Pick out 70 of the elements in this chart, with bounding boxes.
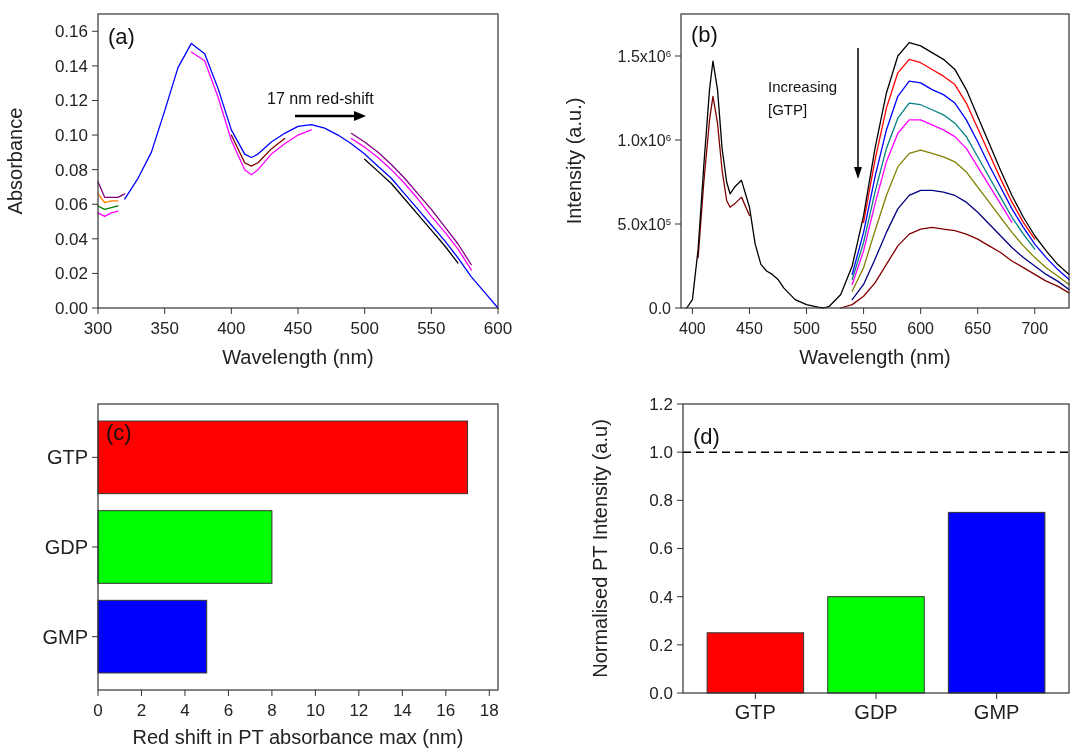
y-axis-title: Intensity (a.u.) <box>563 97 585 225</box>
x-tick-label: 450 <box>736 320 763 337</box>
x-tick-label: 8 <box>267 701 277 720</box>
y-tick-label: 0.4 <box>649 587 673 607</box>
line-series <box>230 134 286 167</box>
x-tick-label: 550 <box>850 320 878 337</box>
x-tick-label: 14 <box>392 701 412 720</box>
x-tick-label: 16 <box>436 701 456 720</box>
x-tick-label: 400 <box>679 320 706 337</box>
y-tick-label: 0.08 <box>54 160 88 180</box>
line-series <box>364 158 459 264</box>
annotation: (d) <box>693 424 720 449</box>
line-series <box>862 58 1036 240</box>
y-tick-label: 1.0 <box>649 443 673 463</box>
x-tick-label: 350 <box>150 319 179 338</box>
line-series <box>851 119 1013 286</box>
annotation: (b) <box>691 22 718 47</box>
x-tick-label: 600 <box>483 319 513 338</box>
y-tick-label: 5.0x10$^{5}$ <box>617 215 671 233</box>
y-tick-label: 0.10 <box>54 126 88 146</box>
y-tick-label: 1.5x10$^{6}$ <box>617 47 671 65</box>
x-tick-label: 650 <box>964 320 992 337</box>
y-tick-label: 0.2 <box>649 635 673 655</box>
line-series <box>851 102 1036 281</box>
x-tick-label: 6 <box>223 701 234 720</box>
x-axis-title: Red shift in PT absorbance max (nm) <box>132 726 464 748</box>
y-tick-label: 0.8 <box>649 491 673 511</box>
annotation: 17 nm red-shift <box>267 90 375 107</box>
x-tick-label: 2 <box>136 701 147 720</box>
x-tick-label: 4 <box>180 701 190 720</box>
x-axis-title: Wavelength (nm) <box>799 346 951 368</box>
annotation: Increasing [GTP] <box>768 78 838 119</box>
y-tick-label: GTP <box>46 446 88 469</box>
y-tick-label: 1.0x10$^{6}$ <box>617 131 671 149</box>
y-tick-label: 0.00 <box>54 298 88 318</box>
y-tick-label: 0.14 <box>54 56 88 76</box>
y-tick-label: 0.02 <box>54 264 88 284</box>
y-axis-title: Normalised PT Intensity (a.u) <box>589 419 611 678</box>
x-tick-label: GMP <box>973 701 1020 723</box>
y-tick-label: GMP <box>42 625 88 648</box>
x-tick-label: GDP <box>854 701 898 723</box>
x-tick-label: 500 <box>350 319 379 338</box>
y-tick-label: 0.6 <box>649 539 673 559</box>
y-tick-label: 1.2 <box>649 394 673 414</box>
x-tick-label: 450 <box>283 319 313 338</box>
x-tick-label: 0 <box>93 701 103 720</box>
y-tick-label: 0.16 <box>54 22 88 42</box>
x-tick-label: 18 <box>479 701 499 720</box>
x-tick-label: 12 <box>349 701 369 720</box>
y-tick-label: GDP <box>44 536 88 558</box>
x-tick-label: 700 <box>1021 320 1049 337</box>
annotation: (a) <box>108 24 135 49</box>
x-tick-label: 400 <box>217 319 246 338</box>
line-series <box>851 189 1070 301</box>
y-tick-label: 0.0 <box>648 299 672 317</box>
x-tick-label: GTP <box>734 701 776 723</box>
y-tick-label: 0.0 <box>649 683 673 703</box>
y-axis-title: Absorbance <box>4 107 26 215</box>
y-tick-label: 0.04 <box>54 229 88 249</box>
x-tick-label: 550 <box>417 319 446 338</box>
x-tick-label: 600 <box>907 320 935 337</box>
x-tick-label: 300 <box>83 319 113 338</box>
x-tick-label: 10 <box>305 701 325 720</box>
y-tick-label: 0.06 <box>54 195 88 215</box>
x-tick-label: 500 <box>793 320 820 337</box>
line-series <box>851 80 1070 281</box>
x-axis-title: Wavelength (nm) <box>222 346 374 368</box>
y-tick-label: 0.12 <box>54 91 88 111</box>
annotation: (c) <box>106 420 132 445</box>
line-series <box>851 149 1070 292</box>
